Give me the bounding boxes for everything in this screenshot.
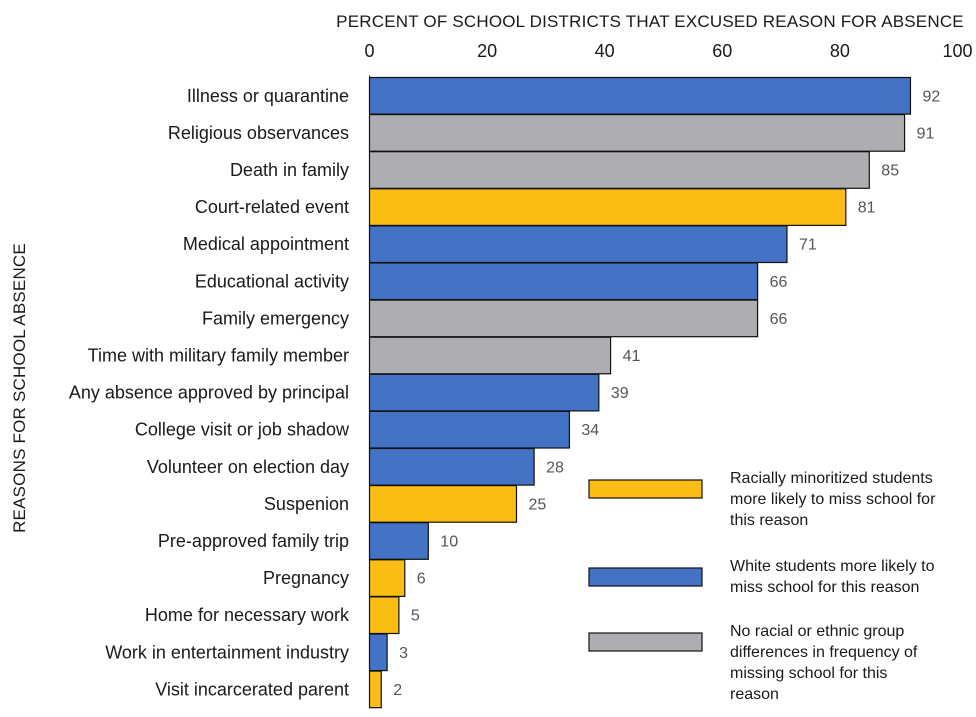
category-label: Death in family [230, 160, 349, 180]
data-label: 34 [581, 422, 599, 439]
category-label: Educational activity [195, 271, 349, 291]
legend-swatch [588, 632, 703, 652]
bar [368, 76, 912, 115]
x-tick-label: 0 [364, 41, 374, 61]
x-axis-ticks: 0 20 40 60 80 100 [364, 41, 972, 61]
legend-label: White students more likely to miss school… [730, 558, 935, 596]
bar [368, 596, 400, 635]
category-label: Medical appointment [183, 234, 349, 254]
legend-swatch [588, 567, 703, 587]
bar [368, 522, 429, 560]
y-axis-title: REASONS FOR SCHOOL ABSENCE [10, 243, 29, 533]
data-label: 71 [799, 237, 817, 254]
data-label: 5 [411, 608, 420, 625]
bar [368, 262, 759, 301]
bar [368, 336, 612, 375]
bar [368, 670, 382, 709]
category-label: Pregnancy [263, 568, 349, 588]
category-label: College visit or job shadow [135, 420, 350, 440]
bar [368, 188, 847, 227]
category-label: Religious observances [168, 123, 349, 143]
data-label: 92 [922, 88, 940, 105]
x-tick-label: 20 [477, 41, 497, 61]
bar [368, 559, 406, 597]
data-label: 3 [399, 645, 408, 662]
bar [368, 410, 571, 449]
bar [368, 373, 600, 412]
category-label: Work in entertainment industry [105, 642, 349, 662]
data-label: 66 [770, 311, 788, 328]
data-label: 10 [440, 534, 458, 551]
data-label: 25 [529, 496, 547, 513]
bar [368, 151, 870, 189]
bar [368, 485, 518, 523]
category-label: Time with military family member [88, 346, 349, 366]
data-label: 39 [611, 385, 629, 402]
bar [368, 447, 535, 486]
data-label: 2 [393, 682, 402, 699]
data-label: 81 [858, 200, 876, 217]
category-label: Illness or quarantine [187, 86, 349, 106]
category-label: Suspenion [264, 494, 349, 514]
bar [368, 299, 759, 338]
legend-label: No racial or ethnic group differences in … [730, 623, 918, 703]
x-tick-label: 60 [712, 41, 732, 61]
x-tick-label: 80 [830, 41, 850, 61]
category-label: Visit incarcerated parent [155, 679, 349, 699]
bar [368, 113, 906, 152]
category-label: Volunteer on election day [147, 457, 349, 477]
data-label: 91 [917, 125, 935, 142]
bar-series: Illness or quarantine 92 Religious observa… [69, 75, 940, 709]
data-label: 28 [546, 459, 564, 476]
category-label: Court-related event [195, 197, 349, 217]
bar [368, 633, 388, 672]
data-label: 85 [881, 163, 899, 180]
legend-swatch [588, 479, 703, 499]
legend: Racially minoritized students more likely… [588, 470, 936, 703]
data-label: 41 [623, 348, 641, 365]
category-label: Pre-approved family trip [158, 531, 349, 551]
bar [368, 225, 788, 264]
legend-label: Racially minoritized students more likely… [730, 470, 936, 529]
x-axis-title: PERCENT OF SCHOOL DISTRICTS THAT EXCUSED… [336, 12, 964, 31]
data-label: 66 [770, 274, 788, 291]
x-tick-label: 100 [942, 41, 972, 61]
category-label: Any absence approved by principal [69, 383, 349, 403]
x-tick-label: 40 [595, 41, 615, 61]
data-label: 6 [417, 571, 426, 588]
category-label: Home for necessary work [145, 605, 350, 625]
category-label: Family emergency [202, 308, 349, 328]
